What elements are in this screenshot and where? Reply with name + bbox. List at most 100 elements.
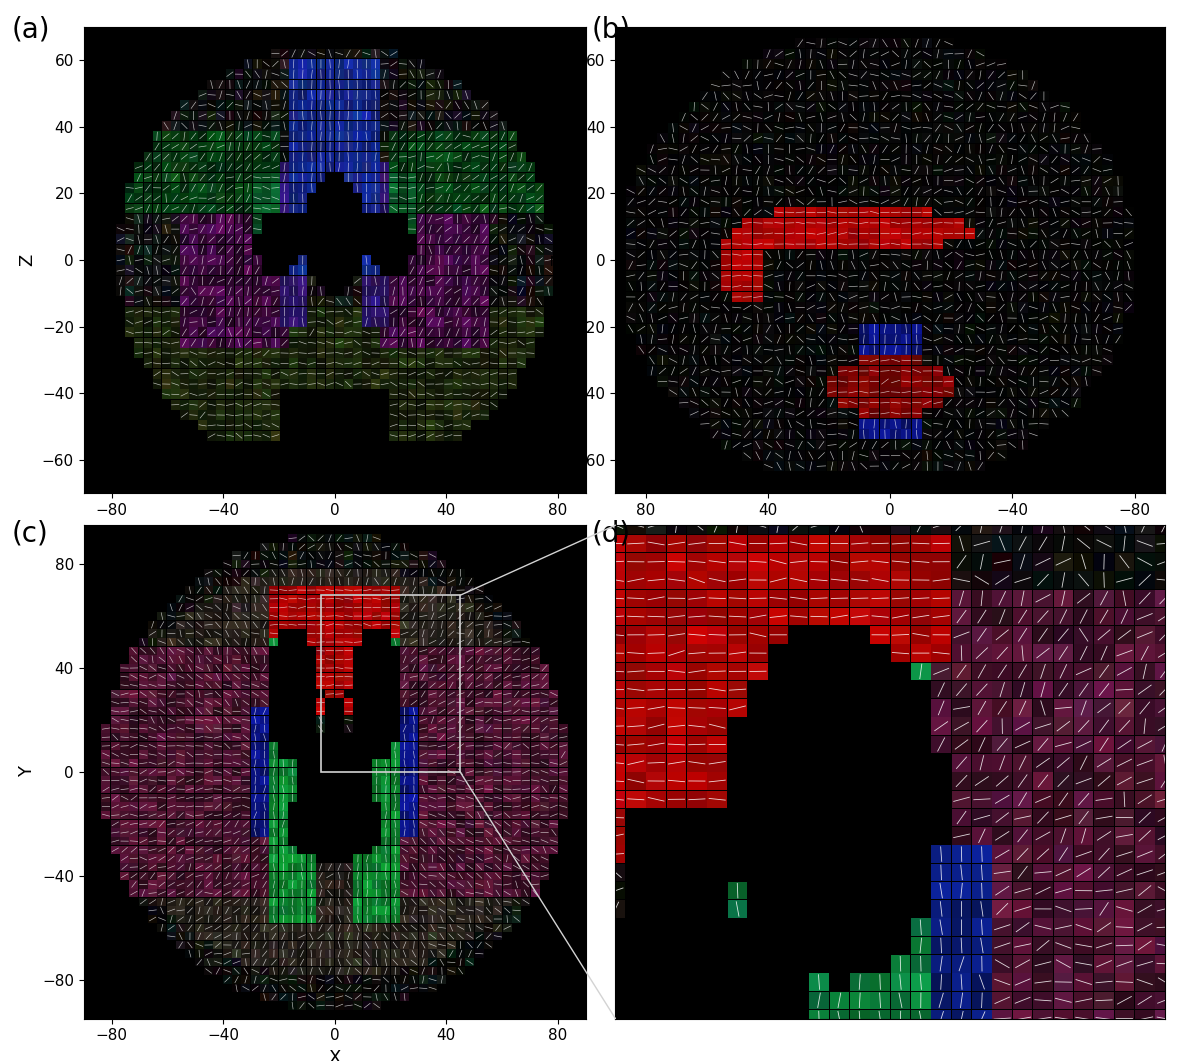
Bar xyxy=(417,245,425,255)
Bar xyxy=(445,276,453,285)
Bar xyxy=(143,328,152,337)
Bar xyxy=(731,355,742,365)
Bar xyxy=(1049,271,1060,281)
Bar xyxy=(307,534,315,542)
Bar xyxy=(153,224,161,234)
Bar xyxy=(1156,900,1175,918)
Bar xyxy=(816,462,827,471)
Bar xyxy=(453,204,462,213)
Bar xyxy=(1156,790,1175,808)
Bar xyxy=(425,234,435,244)
Bar xyxy=(484,742,494,750)
Bar xyxy=(214,612,222,621)
Bar xyxy=(540,750,549,759)
Bar xyxy=(827,134,836,143)
Bar xyxy=(1028,228,1038,239)
Bar xyxy=(544,276,553,285)
Bar xyxy=(1018,345,1028,354)
Bar xyxy=(606,846,625,863)
Bar xyxy=(997,123,1006,133)
Bar xyxy=(1034,735,1053,753)
Bar xyxy=(167,725,176,733)
Bar xyxy=(975,81,986,90)
Bar xyxy=(742,387,753,397)
Bar xyxy=(129,707,139,715)
Bar xyxy=(1034,644,1053,662)
Bar xyxy=(222,569,232,577)
Bar xyxy=(335,132,343,141)
Bar xyxy=(261,716,269,724)
Bar xyxy=(400,854,409,863)
Bar xyxy=(785,430,795,439)
Bar xyxy=(298,854,306,863)
Bar xyxy=(668,155,678,164)
Bar xyxy=(176,612,185,621)
Bar xyxy=(195,629,204,638)
Bar xyxy=(901,102,912,111)
Bar xyxy=(298,863,306,871)
Bar xyxy=(1081,218,1091,228)
Bar xyxy=(471,348,480,358)
Bar xyxy=(280,307,289,317)
Bar xyxy=(838,38,847,48)
Bar xyxy=(1060,334,1071,345)
Bar xyxy=(232,646,241,655)
Bar xyxy=(335,604,344,611)
Bar xyxy=(289,110,298,121)
Bar xyxy=(809,973,829,991)
Bar xyxy=(167,759,176,767)
Bar xyxy=(890,81,901,90)
Bar xyxy=(838,144,847,154)
Bar xyxy=(400,785,409,794)
Bar xyxy=(827,281,836,292)
Bar xyxy=(129,802,139,811)
Bar xyxy=(471,193,480,203)
Bar xyxy=(344,121,353,131)
Bar xyxy=(535,328,544,337)
Bar xyxy=(687,663,706,680)
Bar xyxy=(353,317,362,327)
Bar xyxy=(954,462,964,471)
Bar xyxy=(335,379,343,389)
Bar xyxy=(498,348,508,358)
Bar xyxy=(161,162,171,172)
Bar xyxy=(606,754,625,771)
Bar xyxy=(912,123,921,133)
Bar xyxy=(195,750,204,759)
Bar xyxy=(372,152,380,161)
Bar xyxy=(167,863,176,871)
Bar xyxy=(731,239,742,249)
Bar xyxy=(232,629,241,638)
Bar xyxy=(850,608,870,625)
Bar xyxy=(912,70,921,80)
Bar xyxy=(474,768,484,776)
Bar xyxy=(167,777,176,785)
Bar xyxy=(167,889,176,898)
Bar xyxy=(226,328,234,337)
Bar xyxy=(471,359,480,368)
Bar xyxy=(269,993,278,1002)
Bar xyxy=(764,377,773,386)
Bar xyxy=(398,276,407,285)
Bar xyxy=(335,348,343,358)
Bar xyxy=(474,915,484,923)
Bar xyxy=(933,408,943,418)
Bar xyxy=(646,535,666,552)
Bar xyxy=(139,716,148,724)
Bar xyxy=(453,90,462,100)
Bar xyxy=(325,958,335,967)
Bar xyxy=(153,141,161,152)
Bar xyxy=(326,328,335,337)
Bar xyxy=(222,837,232,846)
Bar xyxy=(503,733,511,742)
Bar xyxy=(278,881,288,888)
Bar xyxy=(216,286,225,296)
Bar xyxy=(462,348,471,358)
Bar xyxy=(494,742,502,750)
Bar xyxy=(880,419,890,429)
Bar xyxy=(354,552,362,559)
Bar xyxy=(606,626,625,644)
Bar xyxy=(241,604,251,611)
Bar xyxy=(410,871,418,880)
Bar xyxy=(531,820,540,828)
